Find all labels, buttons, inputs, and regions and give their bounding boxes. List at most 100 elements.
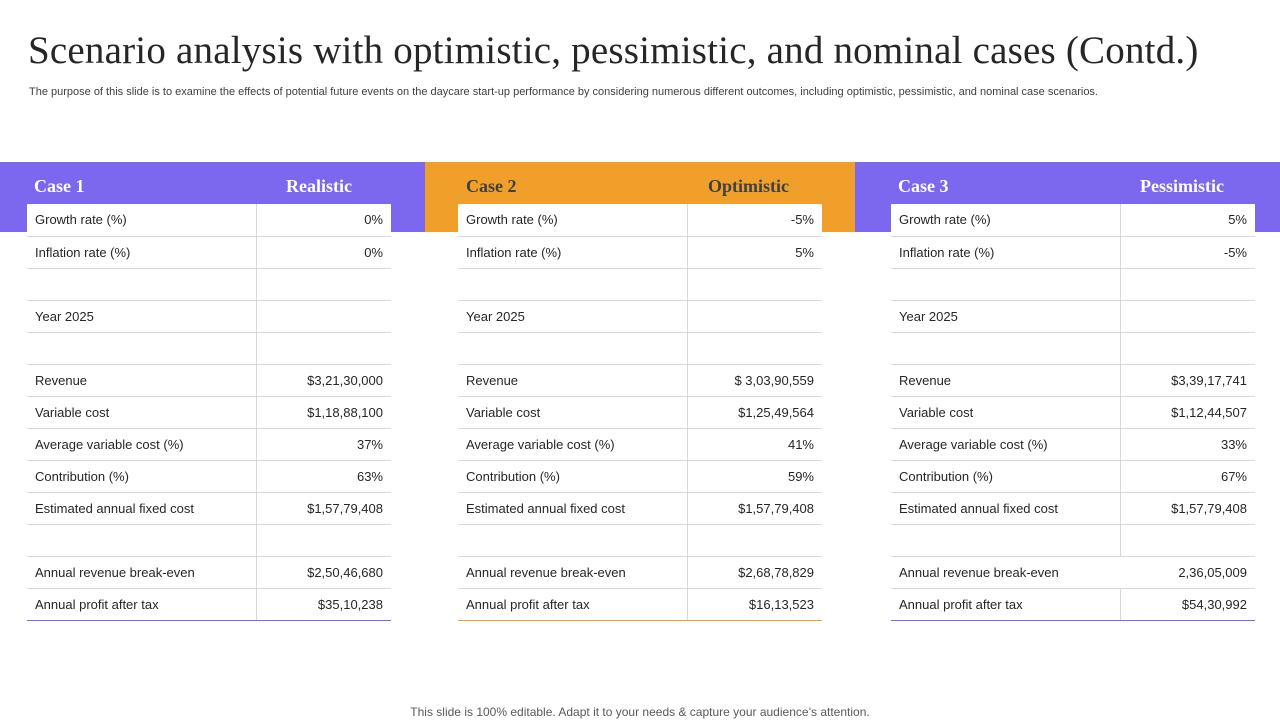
row-value: $16,13,523 — [687, 588, 822, 621]
table-row: Variable cost $1,25,49,564 — [458, 396, 822, 429]
row-label: Growth rate (%) — [891, 204, 1121, 237]
footer-note: This slide is 100% editable. Adapt it to… — [410, 705, 870, 719]
table-row: Growth rate (%) 5% — [891, 204, 1255, 237]
row-value: 37% — [256, 428, 391, 461]
row-value: $54,30,992 — [1120, 588, 1255, 621]
table-row: Revenue $ 3,03,90,559 — [458, 364, 822, 397]
row-value: 63% — [256, 460, 391, 493]
table-row: Year 2025 — [458, 300, 822, 333]
table-row: Average variable cost (%) 33% — [891, 428, 1255, 461]
row-value — [256, 524, 391, 557]
case-1-scenario: Realistic — [286, 176, 352, 196]
table-row: Annual revenue break-even 2,36,05,009 — [891, 556, 1255, 589]
table-row: Annual revenue break-even $2,50,46,680 — [27, 556, 391, 589]
table-row: Revenue $3,21,30,000 — [27, 364, 391, 397]
row-value: 5% — [687, 236, 822, 269]
row-label: Estimated annual fixed cost — [891, 492, 1121, 525]
row-label: Growth rate (%) — [458, 204, 688, 237]
table-row: Inflation rate (%) -5% — [891, 236, 1255, 269]
table-row: Revenue $3,39,17,741 — [891, 364, 1255, 397]
table-row: Inflation rate (%) 0% — [27, 236, 391, 269]
row-label: Growth rate (%) — [27, 204, 257, 237]
row-value: 33% — [1120, 428, 1255, 461]
row-label: Revenue — [27, 364, 257, 397]
row-label: Average variable cost (%) — [891, 428, 1121, 461]
row-label — [27, 524, 257, 557]
row-value — [687, 332, 822, 365]
row-value — [1120, 300, 1255, 333]
row-label: Estimated annual fixed cost — [27, 492, 257, 525]
row-value: $1,57,79,408 — [1120, 492, 1255, 525]
row-label: Variable cost — [458, 396, 688, 429]
row-label: Estimated annual fixed cost — [458, 492, 688, 525]
row-label: Inflation rate (%) — [891, 236, 1121, 269]
row-value: $1,25,49,564 — [687, 396, 822, 429]
row-value: 0% — [256, 236, 391, 269]
row-value: $ 3,03,90,559 — [687, 364, 822, 397]
row-value — [256, 268, 391, 301]
row-label: Year 2025 — [891, 300, 1121, 333]
row-value — [256, 332, 391, 365]
table-row: Annual profit after tax $35,10,238 — [27, 588, 391, 621]
row-value — [687, 300, 822, 333]
row-label: Annual revenue break-even — [891, 556, 1120, 589]
row-value — [1120, 524, 1255, 557]
row-value: 59% — [687, 460, 822, 493]
table-row: Annual revenue break-even $2,68,78,829 — [458, 556, 822, 589]
row-value: $1,57,79,408 — [256, 492, 391, 525]
row-label: Variable cost — [27, 396, 257, 429]
case-2-label: Case 2 — [466, 176, 517, 196]
page-title: Scenario analysis with optimistic, pessi… — [28, 29, 1199, 72]
table-row: Estimated annual fixed cost $1,57,79,408 — [27, 492, 391, 525]
row-label: Annual profit after tax — [458, 588, 688, 621]
table-row: Average variable cost (%) 37% — [27, 428, 391, 461]
row-label: Inflation rate (%) — [458, 236, 688, 269]
table-row — [27, 332, 391, 365]
table-row — [891, 524, 1255, 557]
table-row — [27, 268, 391, 301]
row-value: -5% — [1120, 236, 1255, 269]
table-row: Contribution (%) 67% — [891, 460, 1255, 493]
row-value: $1,18,88,100 — [256, 396, 391, 429]
row-value: $2,68,78,829 — [687, 556, 822, 589]
table-row: Variable cost $1,18,88,100 — [27, 396, 391, 429]
case-3-scenario: Pessimistic — [1140, 176, 1224, 196]
table-row: Year 2025 — [27, 300, 391, 333]
row-value: 0% — [256, 204, 391, 237]
table-row: Growth rate (%) 0% — [27, 204, 391, 237]
case-1-label: Case 1 — [34, 176, 85, 196]
row-label: Variable cost — [891, 396, 1121, 429]
table-row: Inflation rate (%) 5% — [458, 236, 822, 269]
table-row: Average variable cost (%) 41% — [458, 428, 822, 461]
row-label: Contribution (%) — [458, 460, 688, 493]
row-label: Average variable cost (%) — [27, 428, 257, 461]
table-row — [458, 524, 822, 557]
table-row: Variable cost $1,12,44,507 — [891, 396, 1255, 429]
table-row: Estimated annual fixed cost $1,57,79,408 — [458, 492, 822, 525]
row-label: Contribution (%) — [891, 460, 1121, 493]
row-value: $1,57,79,408 — [687, 492, 822, 525]
row-label: Contribution (%) — [27, 460, 257, 493]
table-row: Annual profit after tax $16,13,523 — [458, 588, 822, 621]
row-label — [458, 268, 688, 301]
row-value — [687, 524, 822, 557]
case-3-table: Growth rate (%) 5% Inflation rate (%) -5% Ye… — [891, 204, 1255, 621]
row-label: Revenue — [891, 364, 1121, 397]
table-row: Contribution (%) 63% — [27, 460, 391, 493]
table-row: Estimated annual fixed cost $1,57,79,408 — [891, 492, 1255, 525]
row-label — [891, 524, 1121, 557]
row-value: $3,21,30,000 — [256, 364, 391, 397]
row-value — [256, 300, 391, 333]
row-value — [1120, 268, 1255, 301]
row-label: Annual profit after tax — [891, 588, 1121, 621]
table-row: Growth rate (%) -5% — [458, 204, 822, 237]
table-row — [27, 524, 391, 557]
page-subtitle: The purpose of this slide is to examine … — [29, 86, 1098, 98]
table-row — [891, 268, 1255, 301]
row-label — [27, 332, 257, 365]
table-row — [891, 332, 1255, 365]
case-3-label: Case 3 — [898, 176, 949, 196]
row-label — [891, 268, 1121, 301]
row-label — [458, 524, 688, 557]
row-value: $35,10,238 — [256, 588, 391, 621]
